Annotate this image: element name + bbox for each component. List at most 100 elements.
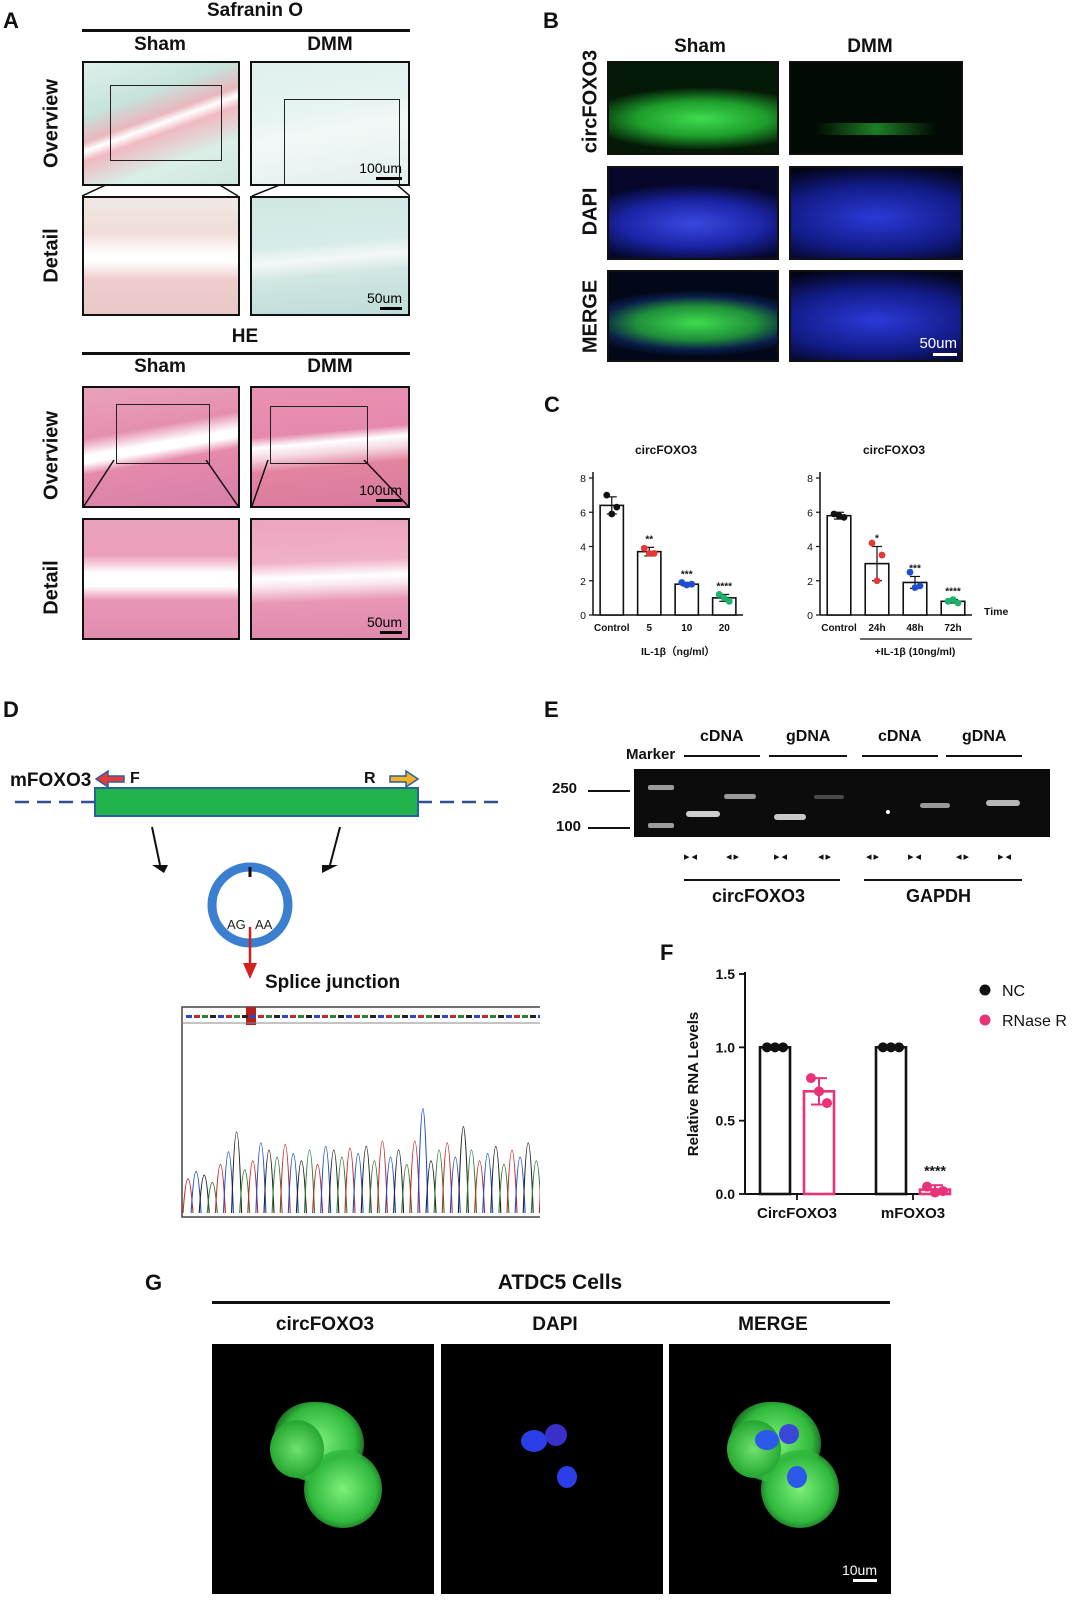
gel-image <box>634 769 1050 837</box>
fl-dmm-dapi-image <box>789 166 963 260</box>
safranin-row-detail: Detail <box>40 228 63 283</box>
chromatogram-peak <box>320 1145 332 1214</box>
y-tick-label: 8 <box>580 473 586 485</box>
atdc5-merge-image: 10um <box>669 1344 891 1594</box>
data-point <box>778 1042 788 1053</box>
gel-group-circfoxo3: circFOXO3 <box>712 886 806 906</box>
base-call-mark <box>450 1015 456 1018</box>
atdc5-col-label: circFOXO3 <box>275 1314 375 1335</box>
y-axis-label: Relative expression of circFOXO3 <box>565 470 566 639</box>
data-point <box>725 597 733 605</box>
legend-label: RNase R <box>1002 1013 1067 1030</box>
atdc5-col-label: MERGE <box>738 1314 808 1335</box>
he-row-overview: Overview <box>40 411 63 500</box>
exon-box <box>94 787 419 817</box>
splice-junction-label: Splice junction <box>265 972 401 993</box>
data-point <box>894 1042 904 1053</box>
chromatogram-peak <box>506 1149 518 1214</box>
base-call-mark <box>210 1015 216 1018</box>
data-point <box>650 549 658 557</box>
primer-orientation-glyph: ◂▸ <box>866 851 882 863</box>
safranin-row-overview: Overview <box>40 79 63 168</box>
base-call-mark <box>226 1015 232 1018</box>
y-tick-label: 4 <box>807 542 813 554</box>
bar <box>674 583 700 616</box>
he-col-sham: Sham <box>134 356 186 377</box>
base-call-mark <box>378 1015 384 1018</box>
scalebar-label: 50um <box>919 335 957 352</box>
x-tick-label: mFOXO3 <box>881 1205 945 1222</box>
y-tick-label: 0.0 <box>716 1186 736 1202</box>
data-point <box>906 568 914 576</box>
y-tick-label: 6 <box>580 507 586 519</box>
chromatogram-peak <box>522 1142 534 1214</box>
he-rule <box>82 352 410 355</box>
size-100-label: 100 <box>556 818 582 835</box>
he-title: HE <box>231 326 259 347</box>
base-call-mark <box>186 1015 192 1018</box>
chromatogram-peak <box>417 1108 429 1214</box>
base-call-mark <box>394 1015 400 1018</box>
x-tick-label: 10 <box>681 623 693 634</box>
atdc5-rule <box>212 1301 890 1304</box>
data-point <box>814 1086 824 1097</box>
base-call-mark <box>498 1015 504 1018</box>
fl-row-circfoxo3: circFOXO3 <box>579 49 602 154</box>
significance-label: *** <box>909 563 921 574</box>
primer-orientation-glyph: ▸◂ <box>998 851 1014 863</box>
bar <box>826 514 852 616</box>
fl-col-sham: Sham <box>674 36 726 57</box>
fl-sham-dapi-image <box>607 166 779 260</box>
data-point <box>873 577 881 585</box>
data-point <box>822 1098 832 1109</box>
fl-col-dmm: DMM <box>847 36 893 57</box>
chromatogram-peak <box>457 1126 469 1214</box>
base-call-mark <box>282 1015 288 1018</box>
scalebar-label: 100um <box>359 482 402 498</box>
chromatogram-peak <box>376 1140 388 1214</box>
base-call-mark <box>354 1015 360 1018</box>
safranin-dmm-overview-image: 100um <box>250 61 410 186</box>
circfoxo3-il1b-dose-chart: circFOXO3 Relative expression of circFOXO… <box>565 443 743 658</box>
x-axis-label: +IL-1β (10ng/ml) <box>875 646 956 658</box>
data-point <box>930 1187 940 1198</box>
gene-name: mFOXO3 <box>10 770 92 791</box>
bar <box>874 1046 908 1196</box>
primer-f-label: F <box>130 770 140 787</box>
data-point <box>949 596 957 603</box>
bar <box>636 550 662 616</box>
x-axis-label: IL-1β（ng/ml） <box>641 645 715 658</box>
primer-orientation-glyph: ▸◂ <box>684 851 700 863</box>
seq-right-label: AA <box>255 917 273 932</box>
panel-a-label: A <box>3 8 19 33</box>
chromatogram-peak <box>465 1149 478 1214</box>
gel-lane-label: gDNA <box>786 728 831 745</box>
panel-g-label: G <box>145 1270 163 1295</box>
significance-label: **** <box>945 587 961 598</box>
atdc5-col-label: DAPI <box>532 1314 578 1335</box>
data-point <box>770 1042 780 1053</box>
data-point <box>645 549 653 557</box>
size-250-label: 250 <box>552 780 578 797</box>
bar <box>758 1046 792 1196</box>
chromatogram-peak <box>328 1149 340 1214</box>
panel-b-label: B <box>543 8 559 33</box>
base-call-mark <box>330 1015 336 1018</box>
fl-row-dapi: DAPI <box>579 187 602 236</box>
base-call-mark <box>506 1015 512 1018</box>
he-col-dmm: DMM <box>307 356 353 377</box>
base-call-mark <box>386 1015 392 1018</box>
chromatogram-peak <box>441 1142 453 1214</box>
y-tick-label: 0 <box>807 610 813 622</box>
base-call-mark <box>538 1015 540 1018</box>
base-call-mark <box>298 1015 304 1018</box>
safranin-col-sham: Sham <box>134 34 186 55</box>
data-point <box>603 491 611 499</box>
significance-label: **** <box>716 581 732 592</box>
base-call-mark <box>250 1015 256 1018</box>
data-point <box>613 503 621 511</box>
y-tick-label: 1.0 <box>716 1039 736 1055</box>
data-point <box>922 1181 932 1192</box>
x-tick-label: Control <box>594 623 630 634</box>
safranin-dmm-detail-image: 50um <box>250 196 410 316</box>
